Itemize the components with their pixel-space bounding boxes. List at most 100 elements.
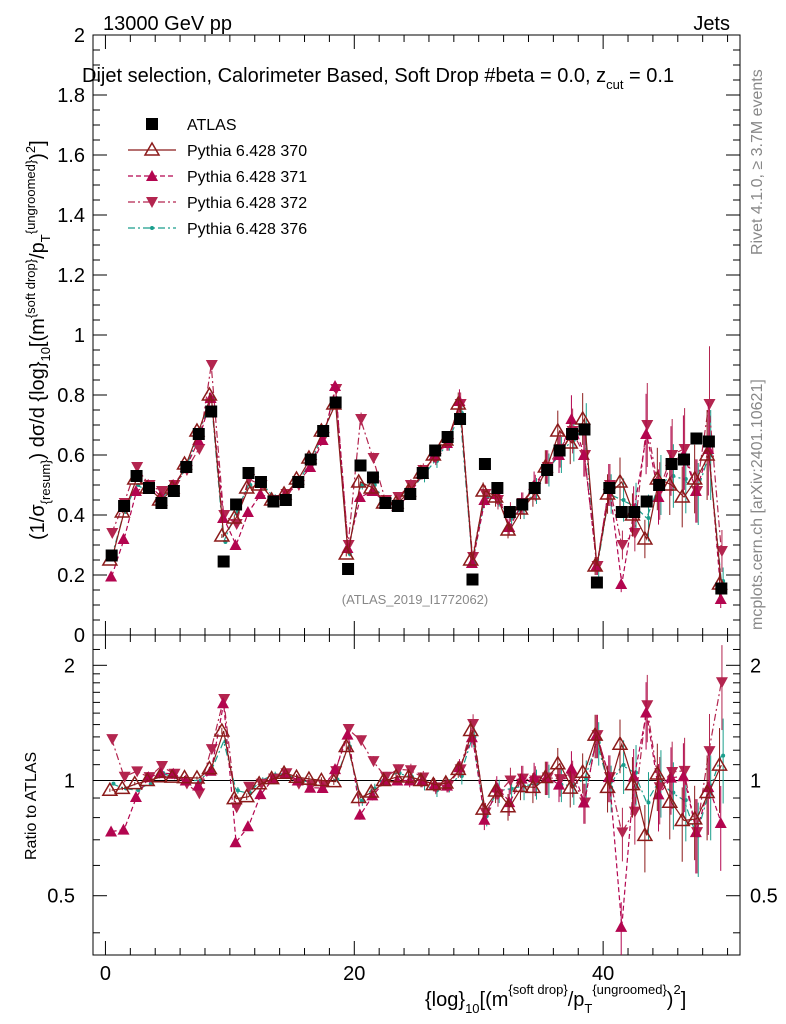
data-point	[715, 546, 728, 557]
ratio-point	[615, 920, 628, 932]
legend: ATLAS Pythia 6.428 370 Pythia 6.428 371 Pyt…	[128, 117, 307, 238]
ratio-point	[400, 768, 417, 783]
data-point	[565, 413, 578, 424]
ratio-point	[698, 784, 716, 799]
data-point	[129, 485, 142, 496]
y-tick-label: 1.2	[57, 265, 85, 287]
data-point	[201, 386, 218, 401]
data-point	[678, 453, 691, 466]
data-point	[342, 563, 355, 575]
legend-label: Pythia 6.428 376	[187, 221, 307, 238]
ratio-point	[111, 781, 116, 786]
ratio-point	[288, 768, 305, 784]
data-point	[355, 414, 368, 425]
ratio-point	[599, 778, 616, 794]
data-point	[316, 434, 329, 445]
ratio-point	[616, 827, 629, 839]
ratio-point	[156, 761, 169, 773]
ratio-point	[129, 790, 142, 802]
ratio-point	[590, 729, 603, 741]
ratio-series-3	[106, 645, 728, 874]
ratio-line	[111, 682, 722, 835]
ratio-point	[229, 836, 242, 848]
data-point	[353, 491, 366, 502]
data-point	[416, 467, 429, 479]
ratio-point	[661, 793, 679, 809]
ratio-point	[238, 788, 256, 803]
legend-marker	[143, 141, 161, 156]
data-point	[292, 476, 305, 488]
ratio-point	[504, 775, 517, 787]
data-point	[117, 533, 130, 544]
ratio-plot-series	[101, 645, 728, 955]
data-point	[516, 498, 529, 511]
data-point	[686, 470, 703, 485]
data-point	[167, 485, 180, 497]
data-point	[566, 428, 579, 440]
ratio-point	[131, 766, 144, 778]
ratio-point	[342, 723, 355, 735]
ratio-point	[649, 765, 666, 780]
y-tick-label: 1.8	[57, 85, 85, 107]
ratio-point	[355, 735, 368, 747]
x-tick-label: 0	[100, 963, 111, 985]
ratio-point	[353, 808, 366, 820]
data-point	[391, 500, 404, 512]
ratio-point	[151, 768, 168, 783]
selection-label: Dijet selection, Calorimeter Based, Soft…	[82, 65, 674, 92]
ratio-point	[279, 767, 292, 779]
data-point	[217, 512, 230, 523]
ratio-point	[337, 737, 355, 753]
ratio-point	[392, 764, 405, 776]
rivet-label: Rivet 4.1.0, ≥ 3.7M events	[749, 69, 766, 255]
data-point	[354, 459, 367, 472]
ratio-point	[574, 763, 591, 778]
ratio-point	[677, 770, 690, 782]
data-point	[690, 432, 703, 445]
data-point	[106, 528, 119, 539]
main-y-axis: 0 0.2 0.4 0.6 0.8 1 1.2 1.4 1.6 1.8 2	[57, 25, 740, 647]
data-point	[628, 528, 641, 539]
ratio-point	[549, 755, 567, 770]
data-point	[689, 485, 702, 496]
data-point	[217, 555, 230, 568]
ratio-y-axis: 0.5 0.5 1 1 2 2	[47, 648, 778, 934]
y-tick-label: 1	[74, 325, 85, 347]
legend-marker	[150, 226, 154, 230]
ratio-point	[425, 776, 442, 791]
ratio-point	[703, 746, 716, 758]
ratio-point	[225, 790, 243, 805]
ratio-point	[641, 700, 654, 712]
data-point	[254, 476, 267, 488]
data-point	[105, 549, 118, 562]
data-point	[615, 506, 628, 518]
data-point	[528, 482, 541, 494]
ratio-point	[263, 770, 280, 785]
data-point	[238, 479, 256, 494]
data-point	[366, 471, 379, 484]
data-point	[180, 461, 193, 473]
ratio-point	[254, 788, 267, 800]
ratio-point	[217, 697, 230, 709]
y-axis-label-ratio: Ratio to ATLAS	[23, 752, 40, 860]
data-point	[329, 396, 342, 409]
ratio-point	[487, 782, 504, 797]
data-point	[678, 444, 691, 455]
data-point	[487, 488, 504, 503]
y-tick-label: 1.6	[57, 145, 85, 167]
data-point	[466, 573, 479, 586]
data-point	[553, 444, 566, 457]
ratio-point	[304, 781, 317, 793]
ratio-point	[230, 802, 243, 814]
ratio-point	[664, 771, 677, 783]
data-point	[577, 449, 590, 460]
data-point	[673, 488, 691, 503]
series-line	[111, 385, 722, 600]
data-point	[665, 458, 678, 470]
ratio-point	[378, 774, 391, 786]
data-point	[578, 423, 591, 436]
ratio-point	[624, 776, 641, 791]
ratio-series-1	[101, 714, 728, 873]
data-point	[304, 461, 317, 472]
ratio-tick-label: 2	[64, 655, 75, 677]
